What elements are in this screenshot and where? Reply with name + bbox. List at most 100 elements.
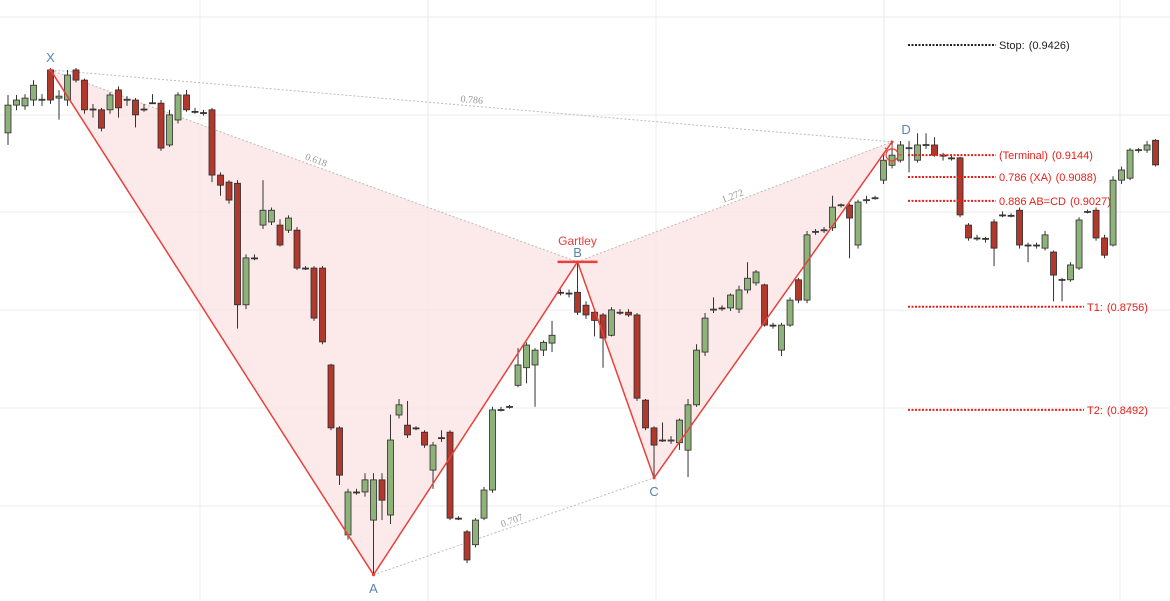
candle-body [803, 234, 811, 301]
candle-body [242, 257, 250, 306]
level-label: T1: (0.8756) [1087, 302, 1148, 314]
candle-body [1075, 219, 1083, 269]
ratio-label: 0.786 [460, 94, 483, 107]
candle-body [812, 230, 819, 233]
candle-body [438, 437, 445, 440]
levels: Stop: (0.9426)(Terminal) (0.9144)0.786 (XA… [908, 40, 1148, 417]
candle-body [404, 424, 411, 436]
candle-body [684, 404, 692, 451]
candle-body [846, 204, 853, 219]
level-name: T1: [1087, 302, 1103, 314]
candle-body [191, 110, 199, 113]
candle-body [1109, 179, 1117, 246]
candle-body [1016, 209, 1023, 246]
candle-body [514, 364, 522, 386]
pattern-fills [50, 69, 893, 575]
pattern-fill [577, 141, 893, 478]
level-name: Stop: [999, 40, 1025, 52]
candle-body [217, 174, 224, 186]
candle-body [1067, 264, 1074, 281]
candle-body [982, 237, 989, 240]
candle-body [89, 108, 97, 111]
candle-body [642, 399, 649, 429]
ratio-line [577, 141, 893, 263]
ratio-label: 0.707 [500, 512, 525, 530]
candle-body [999, 214, 1006, 217]
candle-body [463, 531, 471, 561]
candle-body [1024, 244, 1032, 247]
pattern-point [890, 140, 894, 144]
candle-body [650, 427, 658, 446]
candle-body [990, 221, 998, 249]
candle-body [183, 94, 190, 111]
candle-body [897, 144, 904, 161]
candle-body [948, 157, 955, 160]
level-label: Stop: (0.9426) [999, 40, 1070, 52]
level-name: 0.786 (XA) [999, 172, 1052, 184]
point-label: D [901, 122, 910, 137]
candles [4, 67, 1159, 575]
candle-body [81, 79, 88, 111]
pattern-point [652, 476, 656, 480]
candle-body [166, 114, 173, 146]
pattern-name: Gartley [558, 234, 597, 248]
candle-body [1041, 234, 1049, 249]
candle-body [863, 199, 870, 202]
candle-body [497, 409, 505, 411]
candle-body [4, 104, 12, 134]
candle-body [30, 84, 37, 101]
candle-body [446, 431, 454, 519]
candle-body [735, 289, 743, 310]
candle-body [931, 144, 938, 156]
level-name: 0.886 AB=CD [999, 196, 1066, 208]
candle-body [1101, 237, 1108, 256]
terminal-icon [885, 148, 899, 162]
candle-body [531, 349, 539, 366]
candle-body [13, 99, 20, 106]
candle-body [208, 109, 216, 176]
candle-body [761, 284, 768, 326]
candle-body [693, 349, 700, 406]
level-label: T2: (0.8492) [1087, 405, 1148, 417]
candle-body [667, 439, 675, 442]
candle-body [769, 324, 777, 327]
candle-body [336, 427, 343, 476]
candle-body [965, 224, 972, 239]
candle-body [412, 427, 420, 430]
pattern-fill [50, 69, 578, 575]
candle-body [625, 311, 632, 316]
candle-body [795, 279, 802, 301]
point-label: C [649, 484, 658, 499]
level-label: 0.886 AB=CD (0.9027) [999, 196, 1111, 208]
point-label: X [46, 50, 55, 65]
candle-body [72, 69, 80, 81]
candle-body [344, 491, 352, 536]
candle-body [234, 182, 241, 306]
candle-body [353, 491, 360, 494]
candle-body [880, 159, 887, 181]
candle-body [55, 95, 63, 99]
candle-body [1050, 251, 1057, 276]
candle-body [174, 94, 182, 121]
level-value: (0.9088) [1056, 172, 1097, 184]
terminal-icon-ray [896, 159, 900, 163]
candle-body [132, 99, 139, 116]
candle-body [98, 109, 105, 129]
candle-body [429, 444, 437, 471]
candle-body [149, 102, 156, 105]
pattern-legs [49, 69, 893, 576]
candle-body [1058, 278, 1066, 281]
level-value: (0.8492) [1107, 405, 1148, 417]
candle-body [574, 291, 581, 313]
level-name: T2: [1087, 405, 1103, 417]
candle-body [582, 304, 590, 316]
pattern-point [49, 68, 53, 72]
candle-body [871, 197, 879, 200]
level-value: (0.9426) [1029, 40, 1070, 52]
candle-body [854, 201, 862, 246]
candle-body [523, 344, 530, 369]
candle-body [64, 74, 71, 101]
candle-body [548, 334, 556, 344]
